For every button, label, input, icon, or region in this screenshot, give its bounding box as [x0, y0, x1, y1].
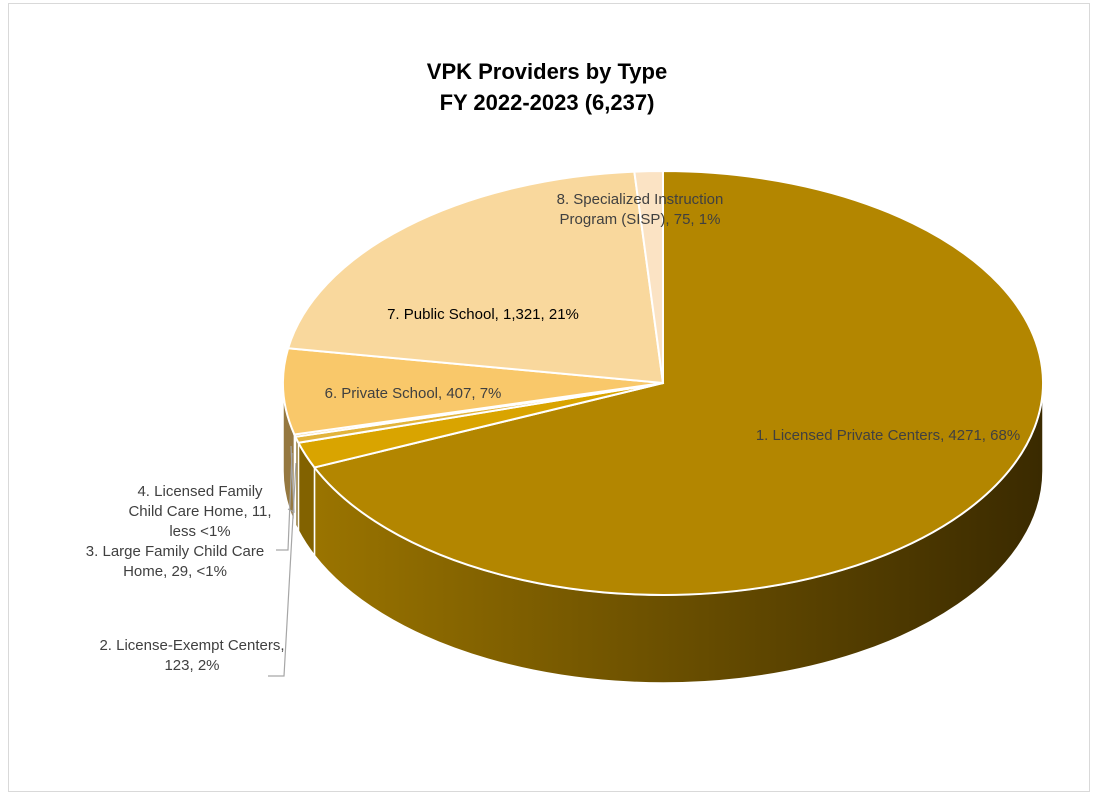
pie-slice [633, 169, 664, 384]
pie-slice [282, 347, 664, 436]
chart-title: VPK Providers by Type [426, 59, 668, 84]
pie-slice [286, 170, 665, 385]
data-label: 1. Licensed Private Centers, 4271, 68% [756, 427, 1020, 444]
leader-line [276, 452, 293, 551]
data-label: 6. Private School, 407, 7% [325, 385, 502, 402]
data-label: 7. Public School, 1,321, 21% [387, 306, 579, 323]
data-label: 8. Specialized Instruction Program (SISP)… [557, 191, 724, 228]
leader-line [287, 445, 295, 513]
data-label: 3. Large Family Child Care Home, 29, <1% [86, 543, 264, 580]
chart-subtitle: FY 2022-2023 (6,237) [439, 90, 655, 115]
chart-title-block: VPK Providers by Type FY 2022-2023 (6,23… [0, 56, 1094, 118]
leader-line [268, 462, 297, 677]
data-label: 4. Licensed Family Child Care Home, 11, le… [128, 483, 271, 540]
data-label: 2. License-Exempt Centers, 123, 2% [99, 637, 284, 674]
pie-slice [312, 169, 1044, 596]
